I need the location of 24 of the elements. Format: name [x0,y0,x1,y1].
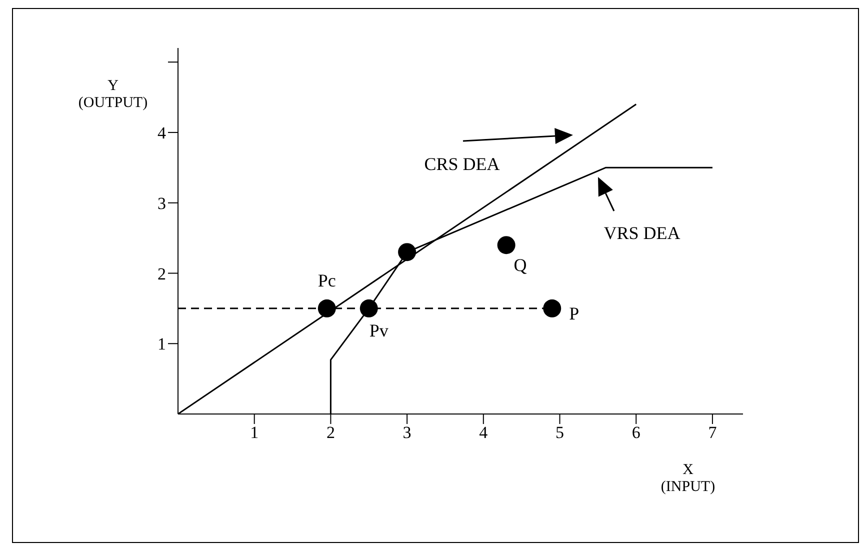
point [543,299,562,318]
point [497,236,516,254]
point [318,299,336,318]
x-tick-label: 4 [479,423,488,442]
y-tick-label: 3 [158,194,166,213]
annotation: CRS DEA [424,154,500,174]
x-tick-label: 2 [326,423,335,442]
data-label: Q [514,255,527,276]
x-tick-label: 5 [556,423,564,442]
annotation: VRS DEA [604,223,680,243]
data-label: Pv [369,320,388,340]
x-tick-label: 6 [632,423,640,442]
x-tick-label: 1 [250,423,259,442]
point [360,299,378,318]
y-tick-label: 1 [158,334,166,354]
data-label: Pc [318,270,336,290]
x-tick-label: 7 [708,423,718,442]
x-axis-title: X (INPUT) [660,462,716,495]
x-tick-label: 3 [402,423,412,442]
point [398,243,416,262]
y-tick-label: 2 [158,264,166,284]
y-axis-title: Y (OUTPUT) [78,78,148,111]
data-label: P [569,303,580,324]
y-tick-label: 4 [158,123,166,142]
